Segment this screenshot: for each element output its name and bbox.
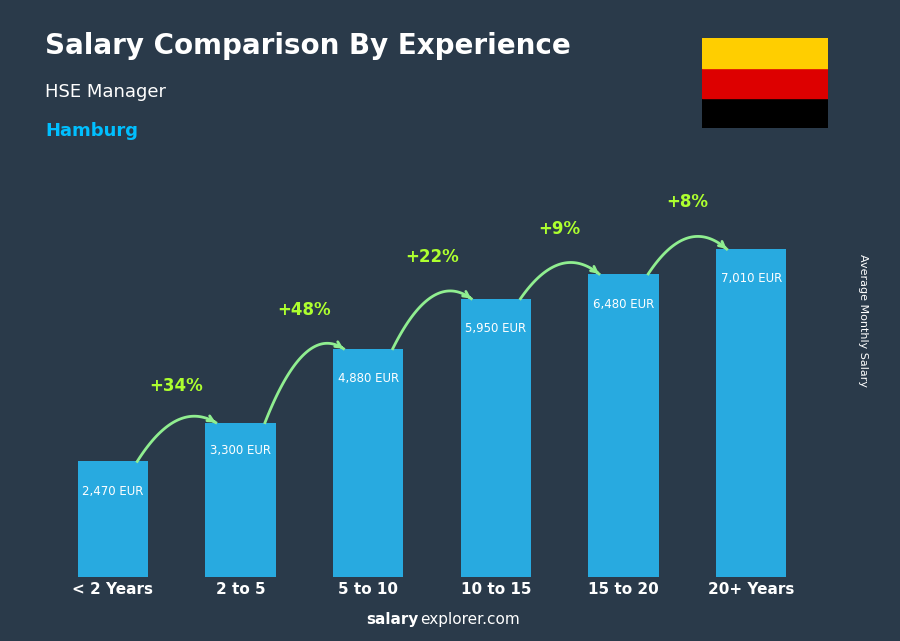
Bar <box>716 249 787 577</box>
Text: Salary Comparison By Experience: Salary Comparison By Experience <box>45 32 571 60</box>
Text: +8%: +8% <box>667 193 708 211</box>
Text: +48%: +48% <box>277 301 331 319</box>
Bar <box>461 299 531 577</box>
Bar <box>702 98 828 128</box>
Text: 3,300 EUR: 3,300 EUR <box>210 444 271 457</box>
Text: 2,470 EUR: 2,470 EUR <box>82 485 143 497</box>
Bar <box>461 299 531 577</box>
Text: explorer.com: explorer.com <box>420 612 520 627</box>
Bar <box>205 422 275 577</box>
Bar <box>77 462 148 577</box>
Bar <box>589 274 659 577</box>
Text: +34%: +34% <box>149 378 203 395</box>
Bar <box>205 422 275 577</box>
Text: +22%: +22% <box>405 248 459 266</box>
Bar <box>77 462 148 577</box>
Bar <box>589 274 659 577</box>
Bar <box>77 462 148 577</box>
Text: Average Monthly Salary: Average Monthly Salary <box>859 254 868 387</box>
Bar <box>333 349 403 577</box>
Bar <box>461 299 531 577</box>
Text: +9%: +9% <box>539 221 580 238</box>
Bar <box>333 349 403 577</box>
Bar <box>702 38 828 69</box>
Text: Hamburg: Hamburg <box>45 122 138 140</box>
Bar <box>716 249 787 577</box>
Bar <box>205 422 275 577</box>
Bar <box>716 249 787 577</box>
Bar <box>333 349 403 577</box>
Text: 7,010 EUR: 7,010 EUR <box>721 272 782 285</box>
Text: 6,480 EUR: 6,480 EUR <box>593 299 654 312</box>
Bar <box>702 69 828 98</box>
Bar <box>589 274 659 577</box>
Text: salary: salary <box>366 612 418 627</box>
Text: 4,880 EUR: 4,880 EUR <box>338 372 399 385</box>
Text: 5,950 EUR: 5,950 EUR <box>465 322 526 335</box>
Text: HSE Manager: HSE Manager <box>45 83 166 101</box>
